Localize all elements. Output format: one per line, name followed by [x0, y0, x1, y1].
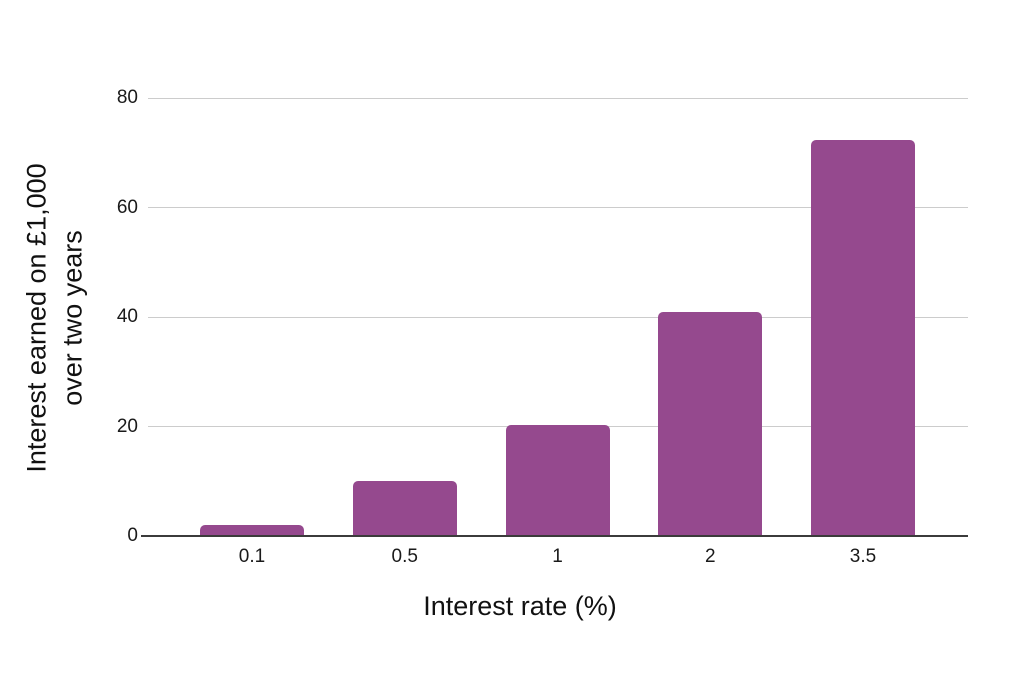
gridline-60: [148, 207, 968, 208]
bar-2: [658, 312, 763, 536]
bar-0.1: [200, 525, 304, 536]
y-tick-label: 0: [127, 525, 138, 546]
gridline-80: [148, 97, 968, 99]
x-tick-label: 2: [704, 546, 716, 567]
x-tick-label: 3.5: [849, 546, 877, 567]
y-tick-label: 40: [116, 306, 138, 327]
x-tick-label: 0.5: [391, 546, 418, 567]
x-axis-title: Interest rate (%): [423, 591, 617, 621]
x-tick-label: 1: [552, 546, 563, 567]
x-axis-line: [141, 534, 968, 537]
gridline-40: [148, 316, 968, 318]
bar-3.5: [811, 140, 915, 536]
bar-1: [505, 425, 610, 536]
y-tick-label: 20: [116, 415, 138, 437]
x-tick-label: 0.1: [238, 546, 266, 567]
y-tick-label: 80: [116, 87, 138, 108]
bar-0.5: [352, 481, 457, 536]
y-tick-label: 60: [116, 196, 138, 218]
